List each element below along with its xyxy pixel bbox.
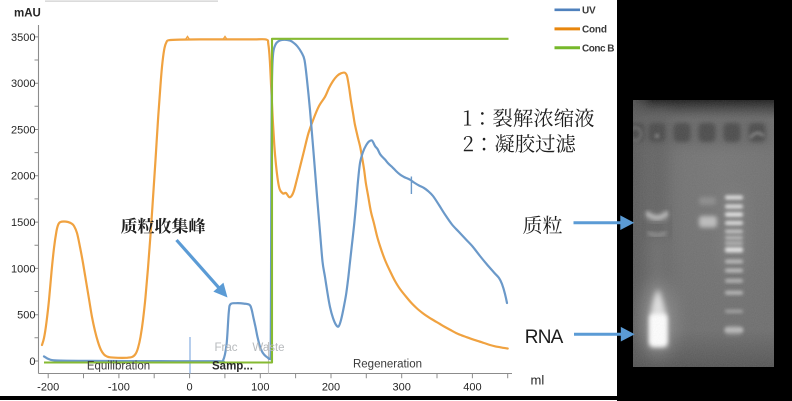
svg-text:200: 200 bbox=[322, 382, 340, 394]
svg-text:-100: -100 bbox=[108, 382, 130, 394]
svg-text:Regeneration: Regeneration bbox=[353, 359, 422, 371]
svg-text:2500: 2500 bbox=[11, 124, 35, 136]
svg-text:ml: ml bbox=[531, 373, 545, 388]
svg-text:Waste: Waste bbox=[252, 342, 284, 354]
svg-text:mAU: mAU bbox=[14, 8, 41, 20]
svg-text:0: 0 bbox=[187, 382, 193, 394]
svg-text:100: 100 bbox=[251, 382, 269, 394]
svg-text:2000: 2000 bbox=[11, 171, 35, 183]
svg-text:Conc B: Conc B bbox=[582, 44, 614, 55]
svg-text:3500: 3500 bbox=[11, 32, 35, 44]
svg-text:Frac: Frac bbox=[215, 342, 238, 354]
svg-text:1000: 1000 bbox=[11, 263, 35, 275]
svg-text:0: 0 bbox=[29, 356, 35, 368]
svg-text:500: 500 bbox=[17, 310, 35, 322]
svg-text:400: 400 bbox=[463, 382, 481, 394]
svg-text:RNA: RNA bbox=[525, 327, 564, 348]
svg-text:1500: 1500 bbox=[11, 217, 35, 229]
svg-text:Equilibration: Equilibration bbox=[87, 361, 150, 373]
svg-text:UV: UV bbox=[582, 6, 596, 17]
svg-text:-200: -200 bbox=[37, 382, 59, 394]
svg-text:3000: 3000 bbox=[11, 78, 35, 90]
svg-text:Samp...: Samp... bbox=[212, 361, 253, 373]
svg-text:300: 300 bbox=[393, 382, 411, 394]
svg-text:Cond: Cond bbox=[582, 25, 607, 36]
